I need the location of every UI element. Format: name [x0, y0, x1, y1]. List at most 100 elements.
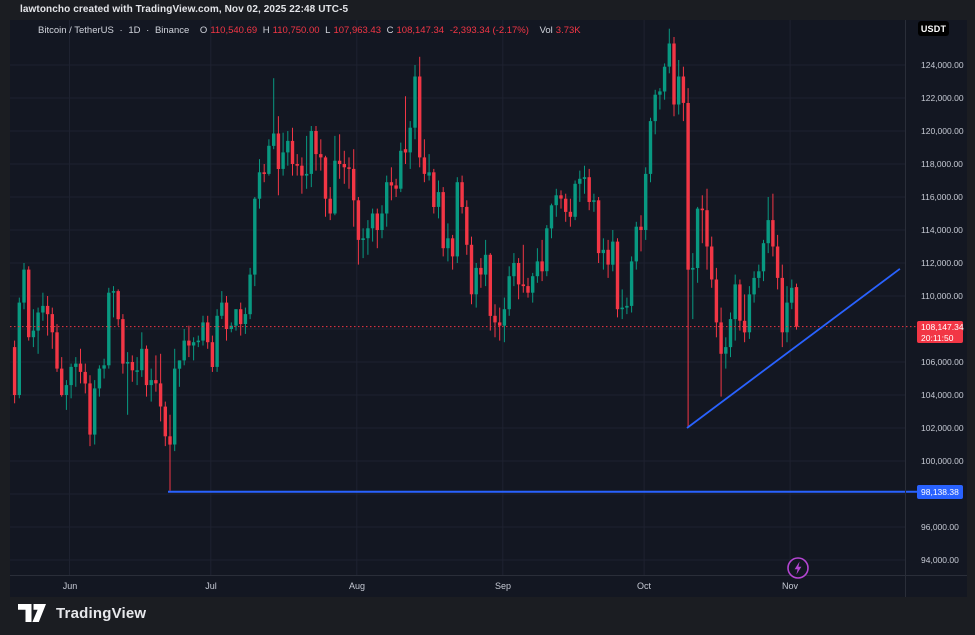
candle: [724, 337, 728, 369]
candle: [488, 253, 492, 331]
candle: [733, 274, 737, 341]
candle: [446, 223, 450, 262]
candle: [149, 368, 153, 402]
candle: [766, 197, 770, 254]
candle: [36, 307, 40, 354]
candle: [752, 271, 756, 303]
candle: [432, 168, 436, 214]
candle: [780, 264, 784, 348]
candle: [483, 239, 488, 287]
candle: [436, 180, 441, 219]
candle: [700, 195, 704, 244]
price-axis-label: 114,000.00: [921, 225, 963, 235]
candle: [681, 66, 686, 122]
candle: [201, 315, 205, 346]
candle: [224, 296, 229, 341]
lightning-icon[interactable]: [786, 556, 810, 580]
candle: [158, 353, 163, 422]
candle: [549, 203, 554, 239]
candle: [17, 297, 21, 399]
candle: [220, 291, 224, 320]
open-label: O: [199, 25, 208, 36]
time-axis-label: Oct: [636, 581, 652, 591]
candle: [785, 286, 789, 343]
price-axis-label: 100,000.00: [921, 456, 964, 466]
candle: [154, 355, 158, 392]
price-axis-label: 96,000.00: [921, 522, 959, 532]
price-axis-label: 118,000.00: [921, 159, 963, 169]
symbol-legend[interactable]: Bitcoin / TetherUS · 1D · Binance O 110,5…: [38, 25, 584, 36]
candle: [60, 357, 64, 397]
candle: [130, 355, 135, 382]
candle: [441, 187, 445, 257]
candle: [281, 132, 285, 176]
tradingview-mark-icon: [18, 604, 46, 622]
candle: [352, 149, 356, 227]
candle: [389, 167, 394, 201]
candle: [507, 266, 511, 316]
candle: [606, 239, 610, 278]
candle: [714, 267, 719, 338]
footer-logo[interactable]: TradingView: [18, 603, 146, 623]
candle: [559, 190, 563, 209]
trend-line: [686, 268, 901, 429]
price-axis-label: 112,000.00: [921, 258, 963, 268]
candle: [493, 304, 497, 338]
candle: [747, 286, 752, 339]
high-label: H: [262, 25, 270, 36]
candle: [191, 337, 196, 361]
candle: [771, 193, 775, 257]
candle: [361, 228, 365, 259]
candle: [625, 297, 629, 315]
candle: [243, 307, 248, 334]
close-label: C: [386, 25, 394, 36]
low-value: 107,963.43: [333, 25, 381, 36]
candle: [587, 168, 591, 211]
candle: [790, 279, 794, 310]
change-value: -2,393.34 (-2.17%): [449, 25, 529, 36]
candle: [710, 236, 714, 288]
candle: [97, 365, 102, 397]
currency-toggle-button[interactable]: USDT: [918, 21, 949, 36]
candle: [375, 208, 379, 249]
candle: [290, 127, 295, 176]
open-value: 110,540.69: [210, 25, 258, 36]
candle: [248, 267, 252, 320]
candle: [535, 248, 540, 283]
candle: [634, 221, 638, 270]
price-axis-label: 116,000.00: [921, 192, 963, 202]
candle: [83, 363, 87, 394]
candle: [342, 150, 346, 184]
candle: [582, 165, 587, 194]
candle: [568, 198, 573, 227]
candle: [78, 348, 83, 384]
candle: [667, 28, 671, 74]
level-price-tag: 98,138.38: [917, 485, 963, 499]
candle: [74, 357, 78, 387]
candle: [196, 335, 200, 348]
candle: [333, 135, 337, 216]
interval-label[interactable]: 1D: [128, 25, 141, 36]
candle: [12, 340, 17, 404]
candle: [578, 170, 582, 202]
candle: [319, 139, 323, 171]
symbol-name[interactable]: Bitcoin / TetherUS: [38, 25, 114, 36]
volume-label: Vol: [539, 25, 553, 36]
candle: [370, 208, 375, 242]
candle: [385, 175, 389, 227]
candle: [111, 286, 116, 318]
candle: [479, 258, 483, 288]
candle: [644, 167, 648, 240]
candlesticks: [12, 28, 799, 491]
candle: [601, 238, 605, 270]
candle: [168, 414, 172, 491]
candle: [22, 263, 26, 310]
price-axis-label: 102,000.00: [921, 423, 964, 433]
candle: [41, 292, 45, 321]
candle: [234, 309, 238, 331]
candle: [705, 188, 709, 270]
candle: [215, 309, 219, 372]
candle: [672, 37, 676, 117]
